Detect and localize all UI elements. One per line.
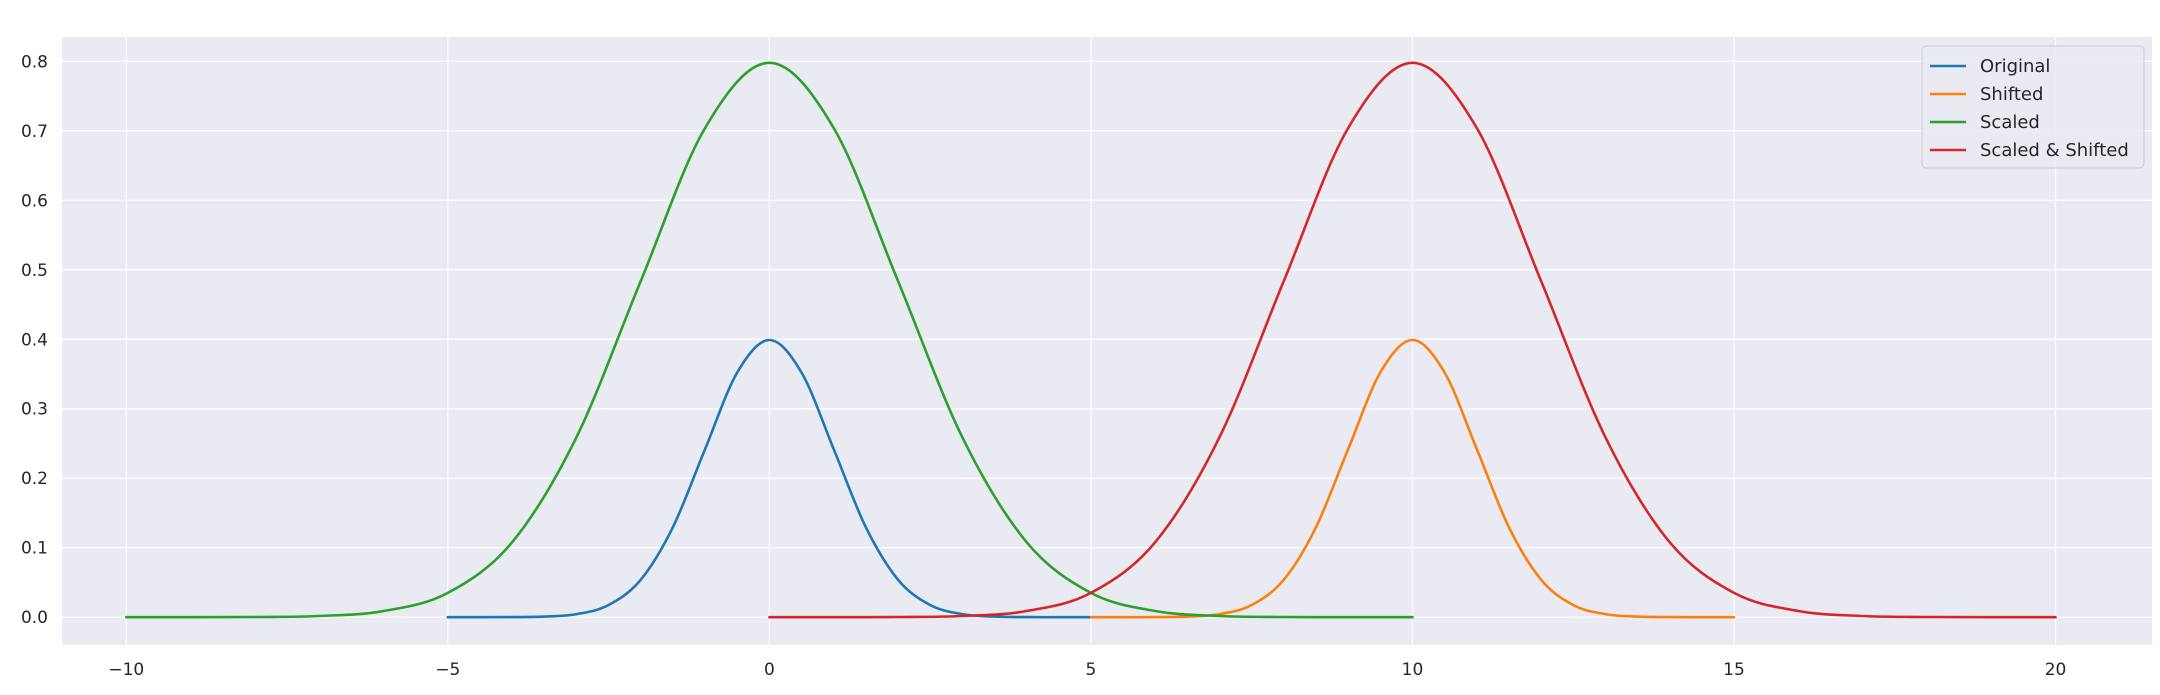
x-tick-label: 10 [1402,660,1424,680]
y-tick-label: 0.6 [21,191,48,211]
legend-label-1: Shifted [1980,84,2043,105]
x-tick-label: 15 [1723,660,1745,680]
x-tick-label: −5 [435,660,460,680]
x-tick-label: 0 [764,660,775,680]
x-axis-ticks: −10 −5 0 5 10 15 20 [108,660,2066,680]
x-tick-label: 20 [2045,660,2067,680]
y-axis-ticks: 0.0 0.1 0.2 0.3 0.4 0.5 0.6 0.7 0.8 [21,52,48,628]
y-tick-label: 0.3 [21,400,48,420]
x-tick-label: −10 [108,660,144,680]
legend: Original Shifted Scaled Scaled & Shifted [1921,45,2145,169]
legend-label-3: Scaled & Shifted [1980,140,2129,161]
legend-label-0: Original [1980,56,2050,77]
y-tick-label: 0.8 [21,52,48,72]
y-tick-label: 0.4 [21,330,48,350]
grid [62,37,2152,645]
y-tick-label: 0.0 [21,608,48,628]
y-tick-label: 0.1 [21,539,48,559]
y-tick-label: 0.2 [21,469,48,489]
legend-box [1921,45,2145,169]
y-tick-label: 0.5 [21,261,48,281]
x-tick-label: 5 [1086,660,1097,680]
series-line-2 [125,61,1414,619]
legend-label-2: Scaled [1980,112,2040,133]
plot-area [62,37,2152,645]
series-line-3 [768,61,2057,619]
y-tick-label: 0.7 [21,122,48,142]
series-lines [125,61,2057,619]
